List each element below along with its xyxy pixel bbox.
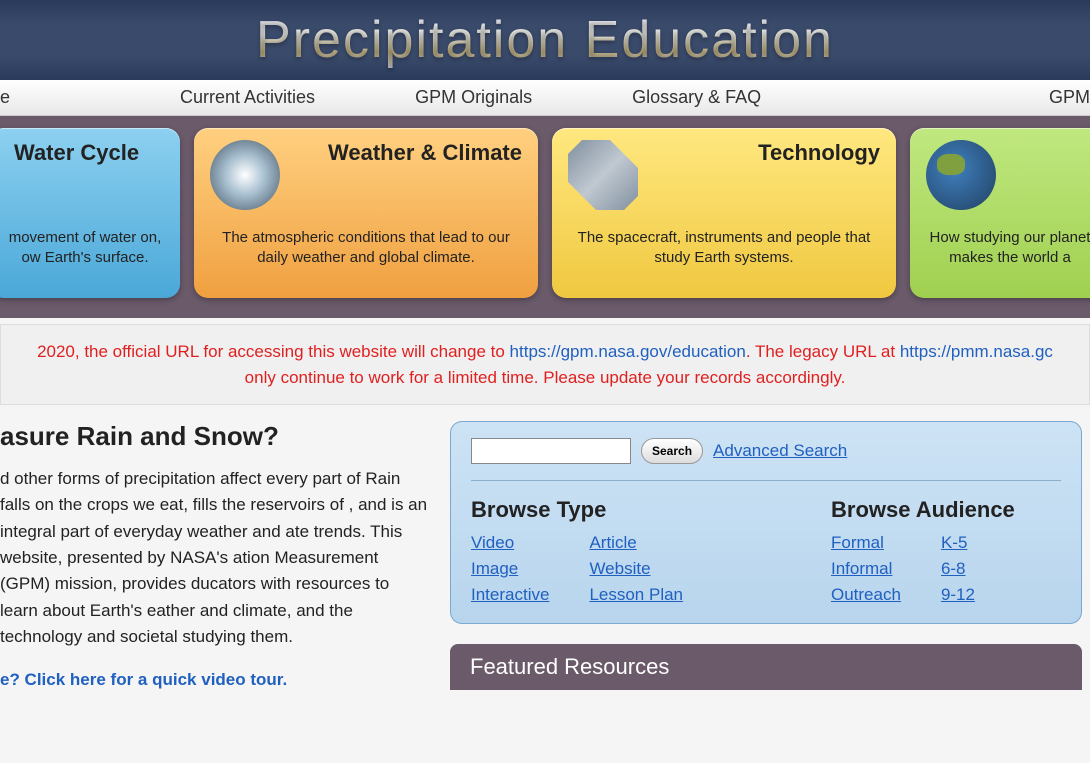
topic-title: Weather & Climate [280,140,522,166]
main-content: asure Rain and Snow? d other forms of pr… [0,421,1090,690]
browse-panel: Search Advanced Search Browse Type Video… [450,421,1082,624]
url-change-notice: 2020, the official URL for accessing thi… [0,324,1090,405]
search-input[interactable] [471,438,631,464]
notice-text: only continue to work for a limited time… [245,368,846,387]
video-tour-link[interactable]: e? Click here for a quick video tour. [0,670,430,690]
aud-link[interactable]: 6-8 [941,559,975,579]
type-link[interactable]: Website [589,559,683,579]
browse-type-heading: Browse Type [471,497,811,523]
topic-card-water-cycle[interactable]: Water Cycle movement of water on, ow Ear… [0,128,180,298]
main-nav: e Current Activities GPM Originals Gloss… [0,80,1090,116]
intro-article: asure Rain and Snow? d other forms of pr… [0,421,430,690]
notice-link[interactable]: https://pmm.nasa.gc [900,342,1053,361]
topic-title: Water Cycle [6,140,164,166]
topic-title: Technology [638,140,880,166]
browse-type-col: Browse Type Video Image Interactive Arti… [471,497,811,605]
site-title: Precipitation Education [256,10,834,70]
notice-text: 2020, the official URL for accessing thi… [37,342,509,361]
nav-item[interactable]: GPM Originals [365,87,582,108]
aud-link[interactable]: Outreach [831,585,901,605]
aud-link[interactable]: 9-12 [941,585,975,605]
article-heading: asure Rain and Snow? [0,421,430,452]
type-link[interactable]: Image [471,559,549,579]
search-row: Search Advanced Search [471,438,1061,481]
nav-item[interactable]: e [0,87,130,108]
browse-audience-heading: Browse Audience [831,497,1061,523]
notice-link[interactable]: https://gpm.nasa.gov/education [510,342,746,361]
browse-audience-col: Browse Audience Formal Informal Outreach… [831,497,1061,605]
topic-desc: How studying our planet makes the world … [926,228,1090,267]
site-header: Precipitation Education [0,0,1090,80]
topic-card-weather-climate[interactable]: Weather & Climate The atmospheric condit… [194,128,538,298]
nav-item[interactable]: Glossary & FAQ [582,87,811,108]
search-button[interactable]: Search [641,438,703,464]
browse-columns: Browse Type Video Image Interactive Arti… [471,497,1061,605]
aud-link[interactable]: Informal [831,559,901,579]
type-link[interactable]: Video [471,533,549,553]
topic-desc: movement of water on, ow Earth's surface… [6,228,164,267]
aud-link[interactable]: K-5 [941,533,975,553]
topic-desc: The atmospheric conditions that lead to … [210,228,522,267]
topic-desc: The spacecraft, instruments and people t… [568,228,880,267]
topic-row: Water Cycle movement of water on, ow Ear… [0,116,1090,318]
notice-text: . The legacy URL at [746,342,900,361]
type-link[interactable]: Lesson Plan [589,585,683,605]
article-body: d other forms of precipitation affect ev… [0,466,430,650]
topic-card-technology[interactable]: Technology The spacecraft, instruments a… [552,128,896,298]
earth-icon [926,140,996,210]
hurricane-icon [210,140,280,210]
advanced-search-link[interactable]: Advanced Search [713,441,847,461]
nav-item[interactable]: Current Activities [130,87,365,108]
featured-resources-heading: Featured Resources [450,644,1082,690]
nav-item[interactable]: GPM [999,87,1090,108]
satellite-icon [568,140,638,210]
topic-card-societal[interactable]: How studying our planet makes the world … [910,128,1090,298]
aud-link[interactable]: Formal [831,533,901,553]
type-link[interactable]: Interactive [471,585,549,605]
type-link[interactable]: Article [589,533,683,553]
